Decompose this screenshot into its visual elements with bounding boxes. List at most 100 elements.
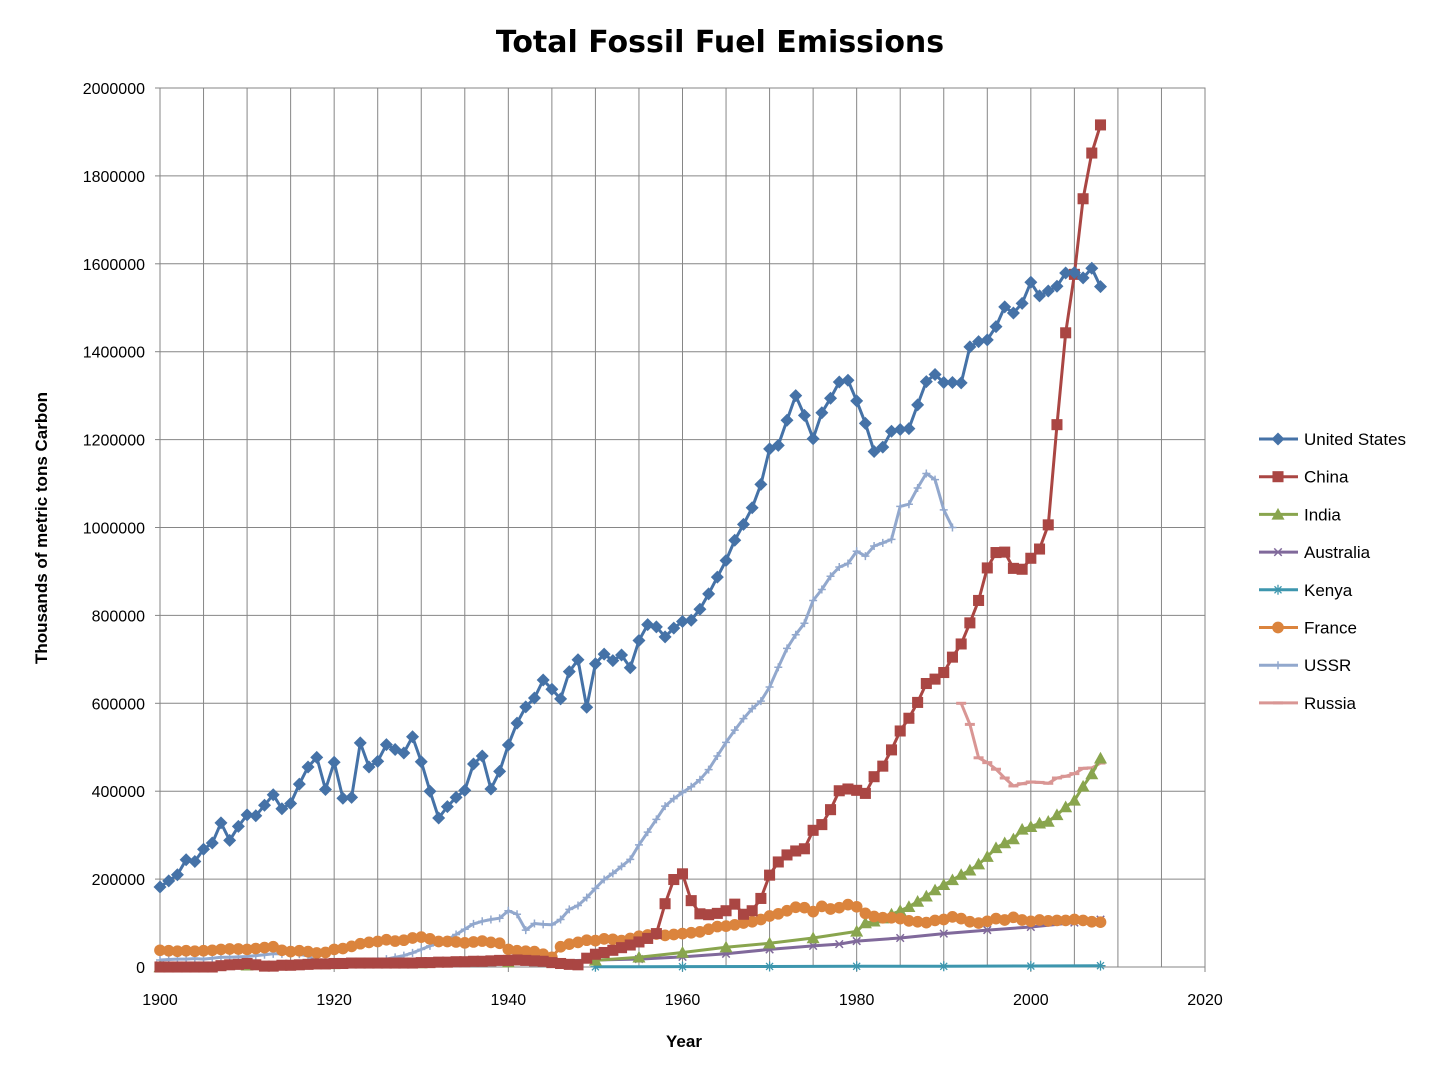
data-point-france bbox=[685, 926, 698, 939]
data-point-france bbox=[293, 944, 306, 957]
data-point-india bbox=[998, 836, 1012, 849]
data-point-united-states bbox=[632, 633, 646, 647]
data-point-china bbox=[764, 869, 776, 881]
data-point-france bbox=[197, 944, 210, 957]
data-point-france bbox=[659, 929, 671, 942]
data-point-china bbox=[537, 955, 549, 967]
data-point-france bbox=[598, 933, 610, 945]
data-point-china bbox=[189, 961, 201, 973]
data-point-ussr bbox=[835, 563, 844, 572]
data-point-united-states bbox=[580, 700, 594, 714]
data-point-china bbox=[215, 960, 227, 972]
y-tick-label: 1200000 bbox=[83, 433, 145, 450]
data-point-france bbox=[363, 936, 375, 949]
data-point-china bbox=[1016, 563, 1028, 575]
data-point-france bbox=[223, 943, 236, 955]
data-point-united-states bbox=[170, 868, 184, 882]
data-point-france bbox=[868, 910, 880, 923]
data-point-united-states bbox=[179, 853, 193, 867]
data-point-ussr bbox=[687, 782, 696, 791]
data-point-china bbox=[163, 961, 175, 973]
data-point-china bbox=[337, 957, 349, 970]
data-point-india bbox=[1006, 832, 1020, 845]
data-point-kenya bbox=[938, 961, 949, 972]
data-point-france bbox=[1085, 915, 1098, 928]
data-point-united-states bbox=[702, 587, 716, 601]
data-point-united-states bbox=[397, 746, 411, 760]
data-point-china bbox=[319, 958, 331, 970]
data-point-ussr bbox=[530, 919, 539, 928]
data-point-china bbox=[433, 956, 445, 968]
data-point-united-states bbox=[527, 691, 541, 705]
legend-marker-india bbox=[1271, 507, 1285, 520]
data-point-france bbox=[824, 903, 837, 915]
data-point-ussr bbox=[547, 920, 556, 929]
data-point-china bbox=[642, 932, 654, 944]
data-point-china bbox=[1007, 562, 1019, 574]
data-point-france bbox=[1059, 914, 1072, 927]
data-point-ussr bbox=[774, 663, 783, 672]
data-point-france bbox=[1033, 914, 1046, 926]
data-point-ussr bbox=[878, 538, 887, 547]
data-point-china bbox=[1060, 327, 1072, 339]
data-point-united-states bbox=[197, 842, 211, 856]
data-point-india bbox=[676, 945, 689, 958]
series-china bbox=[154, 119, 1107, 973]
data-point-china bbox=[494, 954, 506, 966]
y-tick-label: 800000 bbox=[92, 608, 145, 625]
data-point-ussr bbox=[600, 875, 609, 884]
data-point-united-states bbox=[467, 757, 480, 771]
y-tick-label: 1600000 bbox=[83, 257, 145, 274]
data-point-ussr bbox=[939, 505, 948, 514]
data-point-france bbox=[720, 920, 732, 932]
data-point-china bbox=[232, 958, 244, 970]
data-point-france bbox=[328, 943, 341, 956]
data-point-china bbox=[668, 874, 680, 886]
data-point-united-states bbox=[275, 802, 289, 816]
data-point-china bbox=[607, 944, 619, 956]
y-tick-label: 600000 bbox=[92, 696, 145, 713]
data-point-united-states bbox=[258, 798, 271, 812]
data-point-united-states bbox=[1041, 284, 1055, 298]
legend-label-china: China bbox=[1304, 468, 1349, 487]
data-point-china bbox=[999, 546, 1011, 558]
data-point-ussr bbox=[870, 541, 879, 550]
data-point-ussr bbox=[722, 738, 731, 747]
data-point-china bbox=[302, 958, 314, 970]
data-point-france bbox=[188, 945, 201, 958]
data-point-china bbox=[407, 957, 419, 969]
data-point-china bbox=[276, 959, 288, 971]
data-point-china bbox=[1094, 119, 1107, 131]
data-point-ussr bbox=[504, 906, 513, 915]
data-point-ussr bbox=[556, 915, 565, 924]
data-point-ussr bbox=[565, 905, 574, 914]
data-point-united-states bbox=[475, 749, 489, 763]
data-point-united-states bbox=[1094, 280, 1107, 294]
data-point-china bbox=[703, 909, 715, 921]
data-point-kenya bbox=[764, 961, 775, 972]
data-point-china bbox=[363, 957, 375, 969]
data-point-france bbox=[511, 944, 523, 957]
data-point-united-states bbox=[832, 375, 846, 389]
data-point-france bbox=[458, 936, 471, 949]
data-point-france bbox=[171, 945, 184, 958]
data-point-india bbox=[1076, 779, 1090, 792]
data-point-united-states bbox=[876, 440, 890, 454]
data-point-china bbox=[659, 898, 671, 910]
y-tick-label: 1400000 bbox=[83, 345, 145, 362]
legend-item-kenya: Kenya bbox=[1259, 581, 1353, 600]
data-point-ussr bbox=[539, 920, 548, 929]
x-tick-label: 1940 bbox=[491, 992, 527, 1009]
data-point-united-states bbox=[806, 432, 820, 446]
data-point-ussr bbox=[408, 948, 417, 957]
data-point-france bbox=[432, 935, 445, 948]
data-point-ussr bbox=[574, 901, 582, 910]
data-point-china bbox=[1025, 552, 1037, 564]
data-point-china bbox=[720, 905, 732, 917]
data-point-united-states bbox=[318, 782, 332, 796]
x-tick-label: 1900 bbox=[142, 992, 178, 1009]
data-point-china bbox=[633, 936, 645, 948]
data-point-france bbox=[580, 934, 593, 947]
data-point-india bbox=[632, 950, 646, 963]
data-point-united-states bbox=[649, 620, 663, 634]
